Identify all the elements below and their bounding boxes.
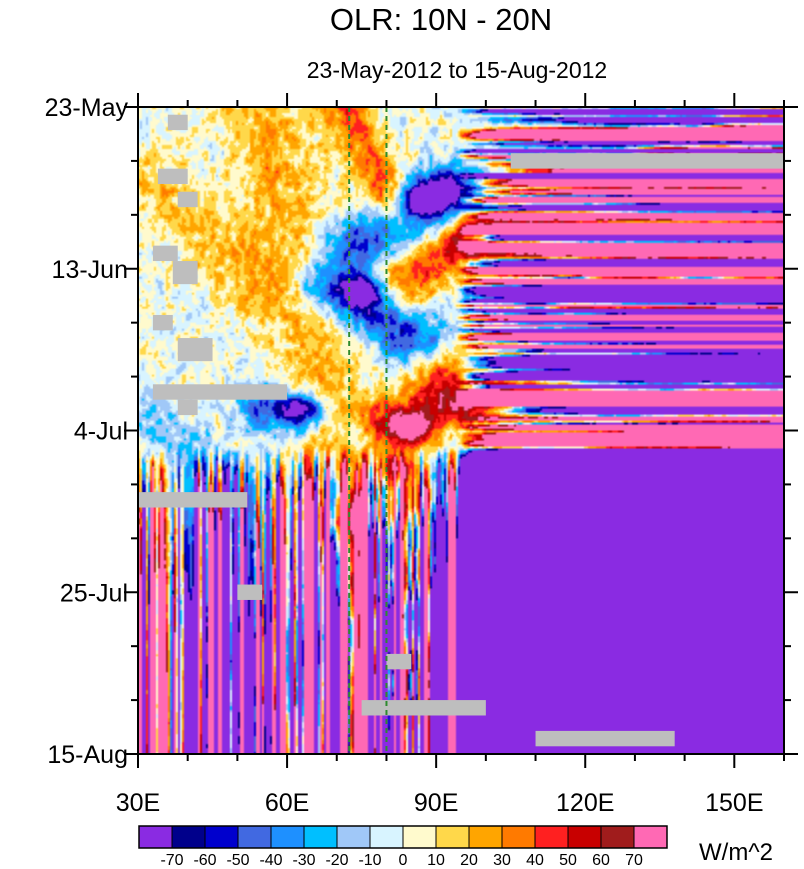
chart-subtitle: 23-May-2012 to 15-Aug-2012 [307, 57, 607, 83]
colorbar-label: 0 [399, 852, 408, 869]
missing-data-patch [386, 653, 412, 670]
colorbar-frame [138, 825, 668, 849]
colorbar-swatch [237, 825, 272, 849]
x-tick-label: 30E [116, 789, 160, 817]
colorbar-swatch [600, 825, 635, 849]
chart-title: OLR: 10N - 20N [330, 2, 552, 37]
colorbar-label: 10 [427, 852, 445, 869]
colorbar-label: -50 [226, 852, 249, 869]
missing-data-patch [177, 338, 213, 362]
colorbar-swatch [534, 825, 569, 849]
colorbar-label: 30 [493, 852, 511, 869]
missing-data-patch [510, 153, 784, 169]
missing-data-patch [177, 191, 198, 208]
y-tick-label: 25-Jul [60, 579, 128, 607]
colorbar-swatch [171, 825, 206, 849]
colorbar-swatch [435, 825, 470, 849]
missing-data-patch [138, 492, 248, 508]
y-tick-label: 13-Jun [52, 256, 128, 284]
colorbar: -70 -60 -50 -40 -30 -20 -10 0 10 20 30 40 50 60 70 [138, 825, 668, 869]
colorbar-label: -10 [358, 852, 381, 869]
colorbar-swatch [567, 825, 602, 849]
missing-data-patch [177, 399, 198, 416]
missing-data-patch [172, 261, 198, 285]
colorbar-label: -60 [193, 852, 216, 869]
x-tick-label: 60E [265, 789, 309, 817]
colorbar-swatch [468, 825, 503, 849]
missing-data-patch [152, 384, 288, 400]
missing-data-patch [535, 730, 675, 747]
y-tick-label: 15-Aug [47, 741, 128, 769]
colorbar-label: 20 [460, 852, 478, 869]
y-tick-label: 4-Jul [74, 418, 128, 446]
plot-area [138, 107, 784, 754]
colorbar-swatch [204, 825, 239, 849]
colorbar-swatch [501, 825, 536, 849]
colorbar-label: -30 [292, 852, 315, 869]
x-axis-labels: 30E 60E 90E 120E 150E [116, 789, 764, 817]
missing-data-patch [157, 168, 188, 185]
missing-data-patch [152, 245, 178, 262]
axis-ticks [124, 93, 798, 768]
missing-data-patch [237, 584, 263, 600]
colorbar-label: -70 [160, 852, 183, 869]
x-tick-label: 150E [705, 789, 763, 817]
colorbar-label: 70 [625, 852, 643, 869]
x-tick-label: 120E [556, 789, 614, 817]
colorbar-unit-label: W/m^2 [699, 839, 773, 866]
olr-field-image [138, 107, 784, 754]
colorbar-label: 50 [559, 852, 577, 869]
missing-data-patch [152, 314, 173, 331]
colorbar-swatch [402, 825, 437, 849]
missing-data-layer [138, 114, 784, 747]
colorbar-label: 40 [526, 852, 544, 869]
colorbar-label: -40 [259, 852, 282, 869]
colorbar-swatch [369, 825, 404, 849]
x-tick-label: 90E [414, 789, 458, 817]
colorbar-label: 60 [592, 852, 610, 869]
missing-data-patch [361, 700, 486, 716]
y-tick-label: 23-May [45, 94, 129, 122]
colorbar-label: -20 [325, 852, 348, 869]
missing-data-patch [167, 114, 188, 131]
colorbar-swatch [270, 825, 305, 849]
y-axis-labels: 23-May 13-Jun 4-Jul 25-Jul 15-Aug [45, 94, 129, 769]
colorbar-swatch [303, 825, 338, 849]
colorbar-swatch [336, 825, 371, 849]
colorbar-swatch [138, 825, 173, 849]
colorbar-swatch [633, 825, 668, 849]
